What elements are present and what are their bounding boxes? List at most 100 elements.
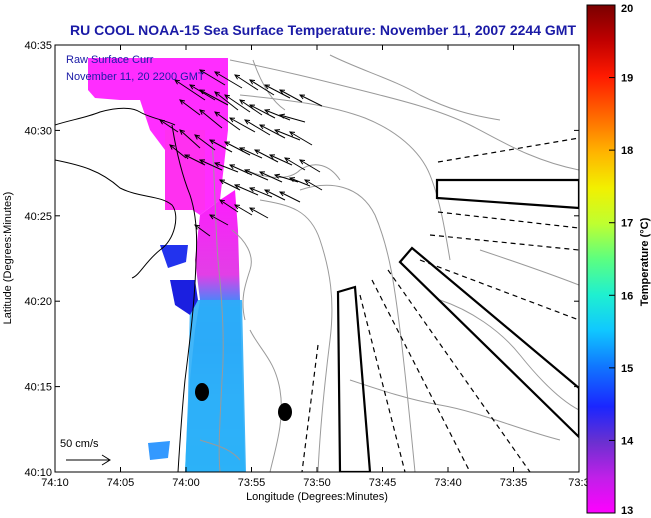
colorbar-tick-label: 13 bbox=[621, 505, 633, 517]
current-vector-head bbox=[298, 94, 306, 100]
sst-blue-patch bbox=[170, 280, 198, 315]
current-vector bbox=[269, 154, 293, 166]
current-vector bbox=[179, 129, 201, 149]
current-vector bbox=[299, 94, 323, 107]
current-vector-head bbox=[213, 162, 221, 168]
y-tick-label: 40:35 bbox=[24, 40, 52, 52]
current-vector-head bbox=[234, 204, 241, 210]
current-vector-head bbox=[268, 154, 276, 160]
colorbar-tick-label: 19 bbox=[621, 73, 633, 85]
current-vector-head bbox=[174, 79, 181, 85]
current-vector bbox=[274, 129, 301, 141]
current-vector bbox=[264, 109, 291, 121]
colorbar-ticks: 20 19 18 17 16 15 14 13 bbox=[609, 3, 634, 517]
current-vector bbox=[279, 114, 306, 123]
current-vector bbox=[179, 99, 201, 116]
colorbar-label: Temperature (°C) bbox=[639, 217, 651, 306]
current-vector bbox=[169, 144, 187, 159]
outlined-zones bbox=[336, 178, 579, 472]
current-vector-head bbox=[284, 157, 291, 163]
current-vector bbox=[189, 84, 216, 101]
x-tick-label: 73:35 bbox=[500, 477, 528, 489]
current-vector-head bbox=[248, 207, 256, 213]
current-vector bbox=[284, 157, 306, 171]
colorbar bbox=[586, 4, 616, 514]
y-tick-label: 40:30 bbox=[24, 125, 52, 137]
current-vector bbox=[234, 204, 253, 216]
current-vector-head bbox=[159, 119, 166, 125]
current-vector-head bbox=[224, 94, 231, 100]
current-vector-head bbox=[228, 117, 236, 123]
current-vector bbox=[249, 79, 275, 96]
sst-blue-patch-3 bbox=[148, 441, 170, 460]
current-vector bbox=[244, 119, 271, 136]
current-vector-head bbox=[208, 139, 216, 145]
overlay-line-1: Raw Surface Curr bbox=[66, 54, 154, 66]
current-vector bbox=[209, 214, 229, 226]
current-vector-head bbox=[273, 129, 281, 135]
current-vector bbox=[254, 149, 279, 163]
current-vector-head bbox=[258, 124, 266, 130]
current-vector-head bbox=[239, 99, 246, 105]
surface-current-vectors bbox=[159, 69, 323, 237]
current-vector-head bbox=[179, 99, 186, 105]
colorbar-tick-label: 16 bbox=[621, 290, 633, 302]
current-vector bbox=[244, 169, 269, 181]
current-vector-head bbox=[208, 214, 216, 220]
colorbar-tick-label: 18 bbox=[621, 145, 633, 157]
current-vector bbox=[199, 159, 223, 171]
figure-title: RU COOL NOAA-15 Sea Surface Temperature:… bbox=[70, 22, 576, 38]
current-vector bbox=[194, 134, 216, 151]
current-vector-head bbox=[198, 159, 206, 165]
x-tick-label: 73:45 bbox=[369, 477, 397, 489]
sst-swath-column bbox=[165, 130, 205, 210]
current-vector bbox=[209, 139, 233, 153]
current-vector bbox=[259, 124, 286, 139]
current-vector bbox=[184, 154, 206, 166]
current-vector bbox=[224, 94, 251, 113]
current-vector-head bbox=[299, 159, 306, 165]
overlay-line-2: November 11, 20 2200 GMT bbox=[66, 71, 205, 83]
colorbar-tick-label: 15 bbox=[621, 363, 633, 375]
current-vector-head bbox=[278, 191, 286, 197]
current-vector bbox=[194, 224, 211, 237]
current-vector-head bbox=[238, 147, 246, 153]
colorbar-tick-label: 20 bbox=[621, 3, 633, 15]
current-vector bbox=[249, 104, 276, 119]
current-vector bbox=[289, 177, 311, 187]
y-tick-label: 40:25 bbox=[24, 211, 52, 223]
x-axis-label: Longitude (Degrees:Minutes) bbox=[246, 491, 388, 503]
current-vector bbox=[234, 74, 259, 91]
current-vector-head bbox=[179, 129, 185, 135]
current-vector-head bbox=[248, 104, 256, 110]
current-vector bbox=[264, 189, 286, 201]
current-vector-head bbox=[194, 224, 201, 230]
y-axis-ticks: 40:35 40:30 40:25 40:20 40:15 40:10 bbox=[24, 40, 579, 479]
current-vector-head bbox=[234, 74, 241, 80]
x-tick-label: 74:05 bbox=[107, 477, 135, 489]
x-tick-label: 73:40 bbox=[434, 477, 462, 489]
current-vector bbox=[259, 171, 283, 183]
current-vector bbox=[229, 117, 256, 133]
station-dot-1 bbox=[195, 383, 209, 401]
current-vector-head bbox=[183, 154, 191, 160]
current-vector bbox=[214, 111, 241, 131]
y-axis-label: Latitude (Degrees:Minutes) bbox=[2, 192, 14, 325]
current-vector-head bbox=[199, 69, 206, 75]
current-vector-head bbox=[228, 164, 236, 170]
current-vector-head bbox=[169, 144, 175, 150]
current-vector bbox=[199, 89, 229, 106]
current-vector bbox=[239, 99, 263, 116]
current-vector-head bbox=[263, 109, 271, 115]
current-vector bbox=[224, 141, 251, 156]
current-vector-head bbox=[199, 109, 205, 115]
bathymetry-contours bbox=[199, 54, 579, 472]
current-vector bbox=[214, 91, 239, 111]
x-axis-ticks: 74:10 74:05 74:00 73:55 73:50 73:45 73:40 73:35… bbox=[41, 45, 590, 489]
current-vector bbox=[279, 191, 301, 203]
current-vector bbox=[174, 79, 206, 101]
current-vector-head bbox=[214, 91, 220, 97]
y-tick-label: 40:20 bbox=[24, 296, 52, 308]
x-tick-label: 73:50 bbox=[303, 477, 331, 489]
